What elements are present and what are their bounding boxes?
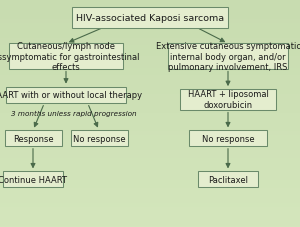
Text: HAART with or without local therapy: HAART with or without local therapy [0,91,142,100]
FancyBboxPatch shape [72,8,228,28]
Text: No response: No response [73,134,125,143]
Text: HAART + liposomal
doxorubicin: HAART + liposomal doxorubicin [188,90,268,110]
Text: Extensive cutaneous symptomatic
internal body organ, and/or
pulmonary involvemen: Extensive cutaneous symptomatic internal… [155,42,300,72]
Text: Continue HAART: Continue HAART [0,175,68,184]
FancyBboxPatch shape [3,172,63,187]
FancyBboxPatch shape [189,131,267,146]
FancyBboxPatch shape [180,90,276,110]
Text: Response: Response [13,134,53,143]
FancyBboxPatch shape [70,131,128,146]
FancyBboxPatch shape [4,131,62,146]
FancyBboxPatch shape [6,87,126,104]
Text: No response: No response [202,134,254,143]
Text: Paclitaxel: Paclitaxel [208,175,248,184]
FancyBboxPatch shape [9,44,123,69]
Text: HIV-associated Kaposi sarcoma: HIV-associated Kaposi sarcoma [76,14,224,23]
FancyBboxPatch shape [168,44,288,69]
Text: 3 months unless rapid progression: 3 months unless rapid progression [11,111,136,116]
FancyBboxPatch shape [198,172,258,187]
Text: Cutaneous/lymph node
Assymptomatic for gastrointestinal
effects: Cutaneous/lymph node Assymptomatic for g… [0,42,140,72]
